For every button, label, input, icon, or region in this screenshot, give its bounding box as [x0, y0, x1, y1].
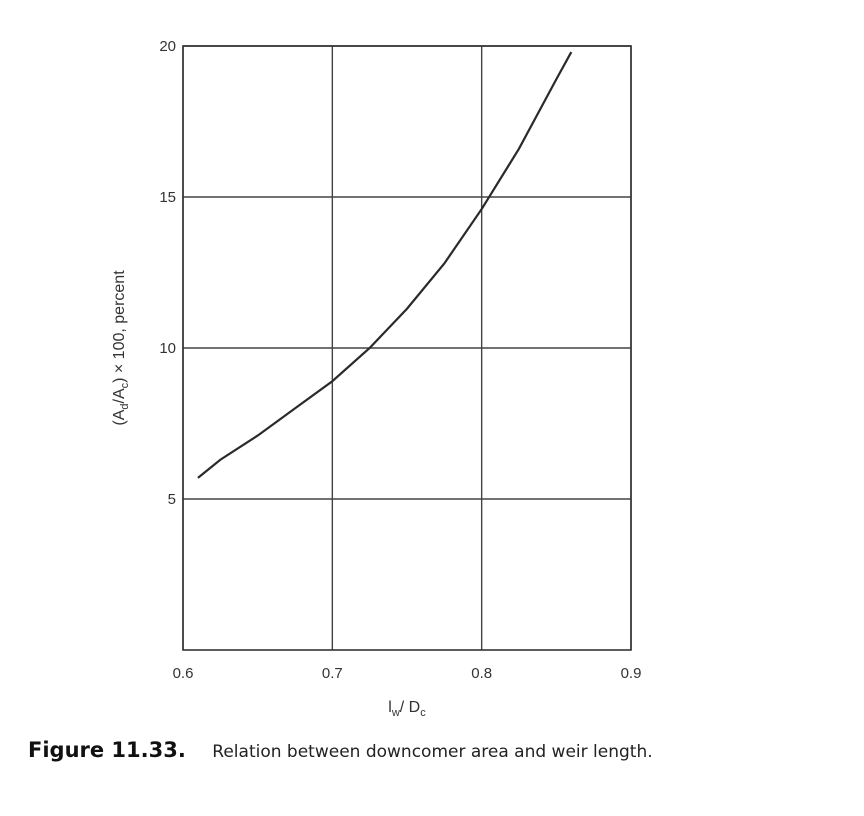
y-tick-label: 5 — [168, 491, 176, 508]
x-tick-label: 0.7 — [322, 665, 343, 682]
grid — [182, 45, 632, 650]
figure-caption: Figure 11.33. Relation between downcomer… — [28, 738, 653, 762]
caption-text: Relation between downcomer area and weir… — [212, 742, 653, 762]
y-tick-label: 10 — [159, 340, 176, 357]
x-tick-label: 0.8 — [471, 665, 492, 682]
y-tick-labels: 5 10 15 20 — [159, 38, 176, 508]
x-tick-label: 0.9 — [621, 665, 642, 682]
x-axis-label: lw/ Dc — [388, 699, 426, 719]
y-tick-label: 20 — [159, 38, 176, 55]
plot-frame — [182, 45, 632, 651]
y-axis-label: (Ad/Ac) × 100, percent — [111, 270, 131, 426]
figure-number: Figure 11.33. — [28, 738, 186, 762]
series-line — [197, 51, 573, 479]
y-tick-label: 15 — [159, 189, 176, 206]
x-tick-label: 0.6 — [173, 665, 194, 682]
x-tick-labels: 0.6 0.7 0.8 0.9 — [173, 665, 642, 682]
chart: 0.6 0.7 0.8 0.9 5 10 15 20 lw/ Dc (Ad/Ac) × 10… — [111, 38, 642, 719]
